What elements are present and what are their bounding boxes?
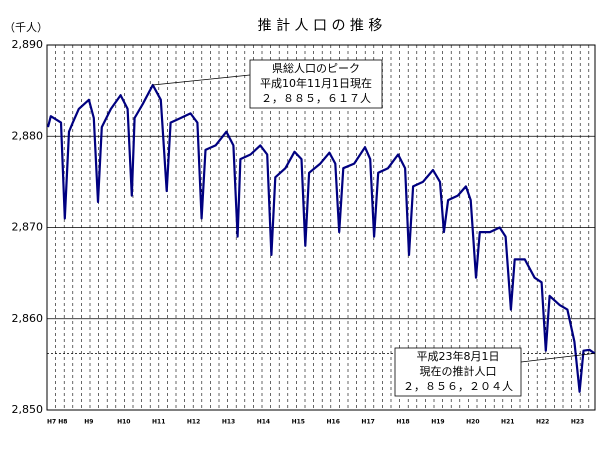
plot-frame [46,44,596,411]
annotation-box [249,59,383,109]
x-tick-label: H13 [222,419,235,426]
annotation-leader [152,74,251,86]
x-tick-label: H10 [117,419,130,426]
x-tick-label: H7 H8 [47,419,67,426]
x-tick-label: H9 [84,419,93,426]
x-tick-label: H14 [257,419,270,426]
y-tick-label: 2,890 [12,38,44,51]
y-tick-label: 2,880 [12,129,44,142]
x-tick-label: H18 [396,419,409,426]
annotation-box [394,347,522,397]
annotation-text: 現在の推計人口 [420,364,497,378]
x-tick-label: H21 [501,419,514,426]
y-axis-label: （千人） [4,21,48,34]
x-tick-label: H15 [292,419,305,426]
x-tick-label: H16 [327,419,340,426]
chart-title: 推 計 人 口 の 推 移 [258,18,383,34]
annotation-text: ２，８５６，２０４人 [403,380,513,393]
x-tick-label: H23 [571,419,584,426]
x-tick-label: H11 [152,419,165,426]
y-tick-label: 2,850 [12,403,44,416]
x-tick-label: H12 [187,419,200,426]
y-tick-label: 2,870 [12,221,44,234]
annotation-text: 平成10年11月1日現在 [260,76,372,90]
annotation-leader [520,352,595,363]
x-tick-label: H20 [466,419,479,426]
annotation-text: ２，８８５，６１７人 [261,92,371,105]
y-tick-label: 2,860 [12,312,44,325]
annotation-text: 平成23年8月1日 [417,349,500,363]
annotation-text: 県総人口のピーク [272,61,360,75]
x-tick-label: H19 [431,419,444,426]
x-tick-label: H17 [361,419,374,426]
population-line [46,83,596,393]
x-tick-label: H22 [536,419,549,426]
